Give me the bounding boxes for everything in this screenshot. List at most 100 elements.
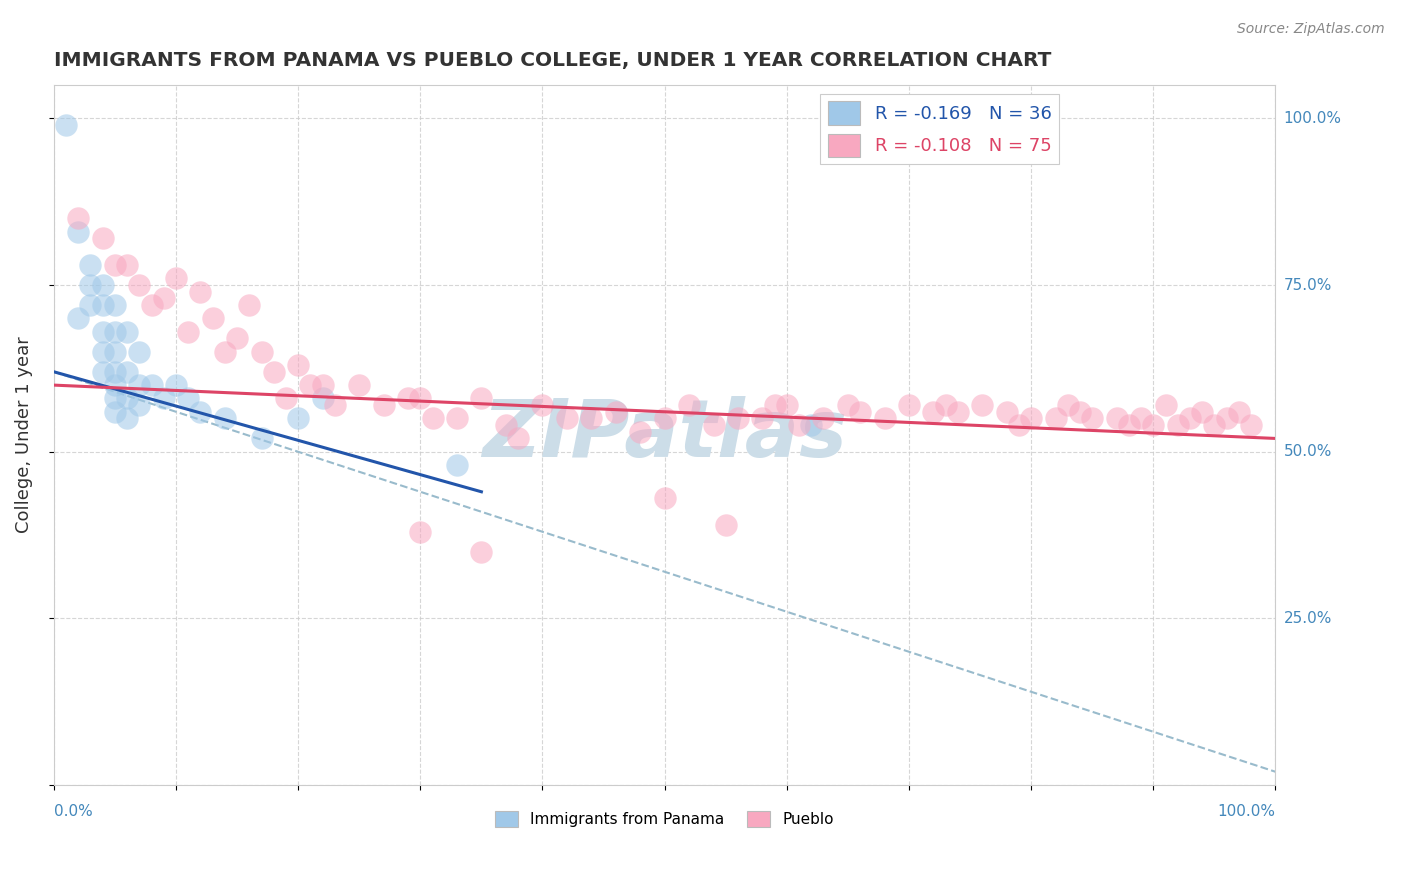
Point [349,378,371,392]
Point [702,418,724,433]
Y-axis label: College, Under 1 year: College, Under 1 year [15,337,32,533]
Point [1081,411,1104,425]
Point [1008,418,1031,433]
Point [972,398,994,412]
Point [1191,405,1213,419]
Point [128,278,150,293]
Point [190,405,212,419]
Point [128,398,150,412]
Point [104,378,127,392]
Point [152,292,174,306]
Point [79,278,101,293]
Text: 100.0%: 100.0% [1284,111,1341,126]
Point [263,365,285,379]
Point [238,298,260,312]
Point [628,425,651,439]
Point [104,392,127,406]
Point [1069,405,1091,419]
Point [1215,411,1237,425]
Text: 0.0%: 0.0% [53,804,93,819]
Point [470,545,492,559]
Point [91,325,114,339]
Point [1240,418,1263,433]
Point [91,344,114,359]
Point [250,344,273,359]
Point [946,405,969,419]
Point [1130,411,1153,425]
Point [115,392,138,406]
Point [104,258,127,272]
Point [67,211,90,226]
Point [935,398,957,412]
Text: Source: ZipAtlas.com: Source: ZipAtlas.com [1237,22,1385,37]
Point [897,398,920,412]
Point [581,411,603,425]
Point [1019,411,1042,425]
Point [1167,418,1189,433]
Point [115,411,138,425]
Point [165,271,187,285]
Point [274,392,297,406]
Point [506,432,529,446]
Point [67,225,90,239]
Point [177,392,200,406]
Point [446,458,468,472]
Point [800,418,823,433]
Legend: Immigrants from Panama, Pueblo: Immigrants from Panama, Pueblo [489,805,841,833]
Point [104,365,127,379]
Point [226,331,249,345]
Point [605,405,627,419]
Point [1154,398,1177,412]
Point [287,411,309,425]
Point [79,298,101,312]
Point [470,392,492,406]
Point [141,298,163,312]
Point [495,418,517,433]
Point [91,365,114,379]
Point [152,392,174,406]
Point [115,258,138,272]
Point [115,365,138,379]
Point [287,358,309,372]
Point [201,311,224,326]
Point [91,278,114,293]
Point [1056,398,1078,412]
Point [128,344,150,359]
Text: 50.0%: 50.0% [1284,444,1331,459]
Point [1227,405,1250,419]
Point [995,405,1018,419]
Point [409,392,432,406]
Point [922,405,945,419]
Point [104,344,127,359]
Point [1105,411,1128,425]
Point [141,378,163,392]
Point [177,325,200,339]
Point [1118,418,1140,433]
Text: 100.0%: 100.0% [1218,804,1275,819]
Point [763,398,786,412]
Point [55,118,77,132]
Point [299,378,322,392]
Point [91,231,114,245]
Point [678,398,700,412]
Point [555,411,578,425]
Point [837,398,859,412]
Text: IMMIGRANTS FROM PANAMA VS PUEBLO COLLEGE, UNDER 1 YEAR CORRELATION CHART: IMMIGRANTS FROM PANAMA VS PUEBLO COLLEGE… [53,51,1052,70]
Point [409,524,432,539]
Point [323,398,346,412]
Point [79,258,101,272]
Point [727,411,749,425]
Point [873,411,896,425]
Point [787,418,810,433]
Point [396,392,419,406]
Text: 75.0%: 75.0% [1284,277,1331,293]
Point [813,411,835,425]
Point [214,411,236,425]
Point [91,298,114,312]
Point [104,325,127,339]
Point [128,378,150,392]
Point [1142,418,1164,433]
Point [104,298,127,312]
Point [373,398,395,412]
Point [115,325,138,339]
